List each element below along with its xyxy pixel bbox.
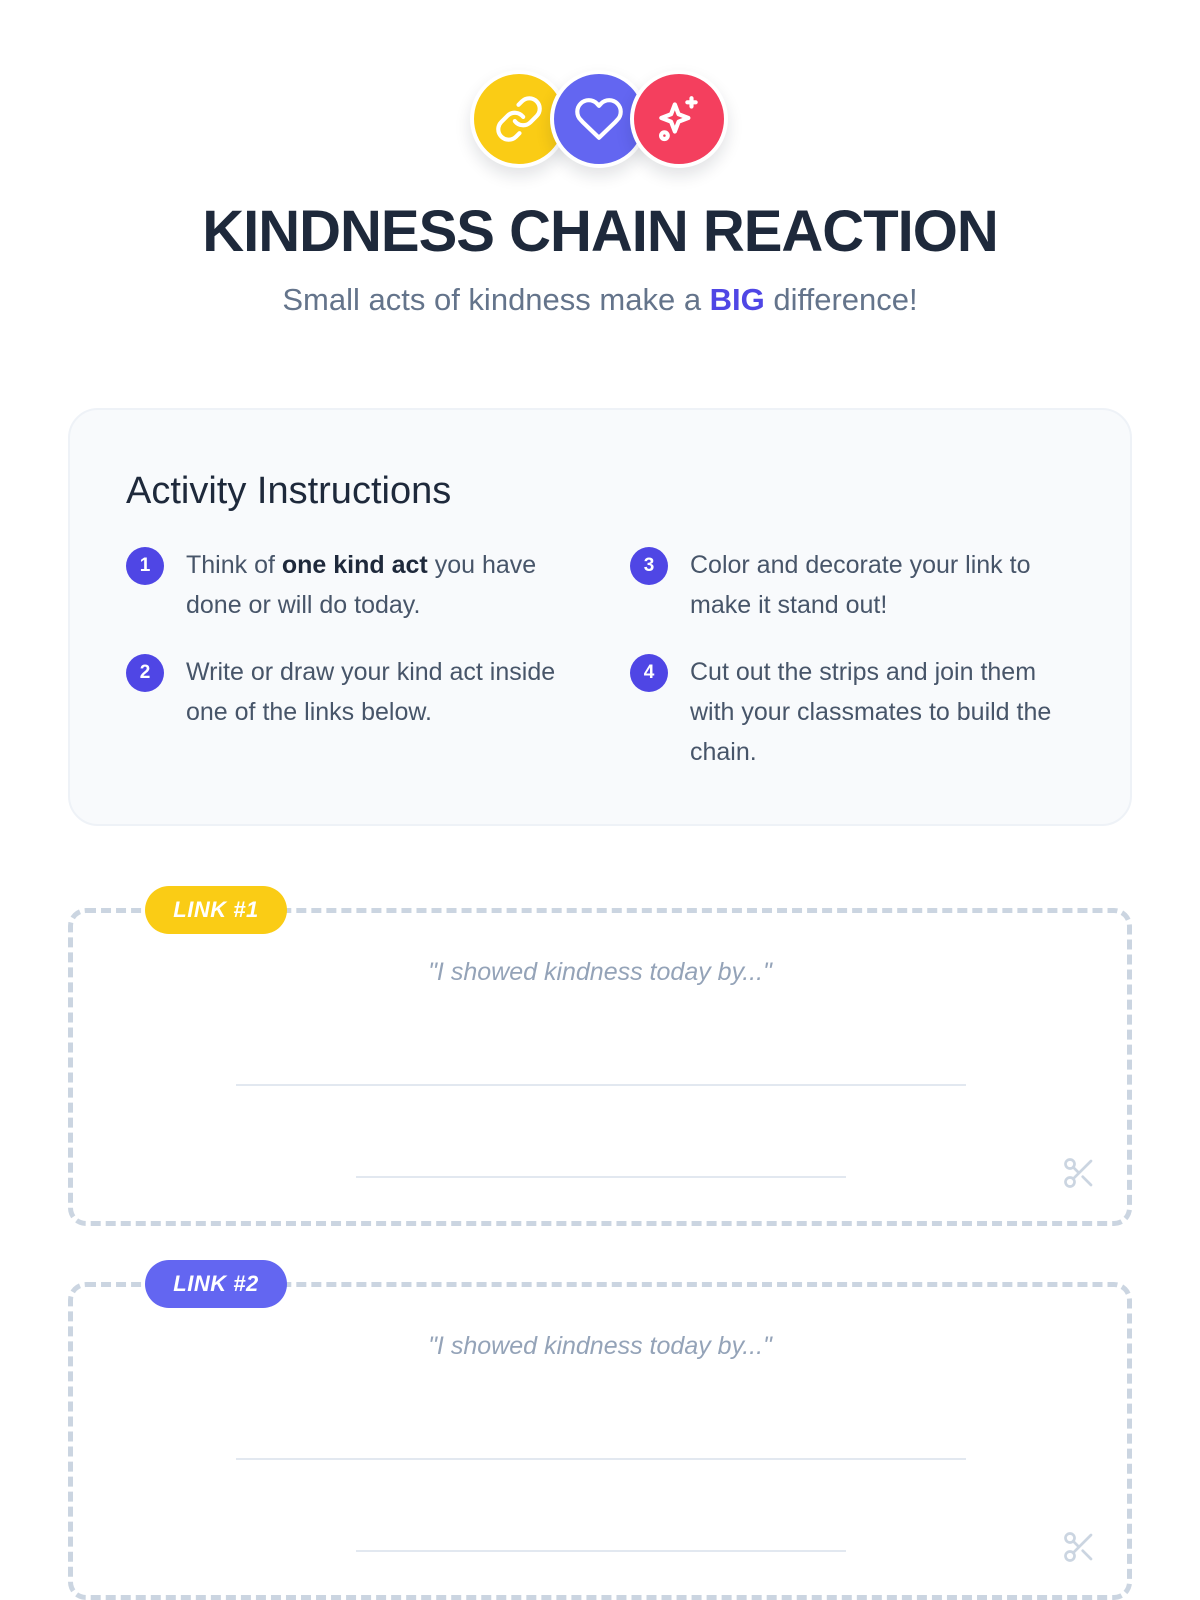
page-subtitle: Small acts of kindness make a BIG differ… [0,282,1200,318]
writing-line[interactable] [356,1550,846,1552]
sparkles-icon [659,96,698,142]
link-label: LINK #1 [145,886,287,934]
writing-line[interactable] [356,1176,846,1178]
scissors-icon [1064,1158,1093,1188]
step-text: Think of one kind act you have done or w… [186,545,576,625]
subtitle-text-end: difference! [764,282,918,317]
step-number: 4 [630,654,668,692]
link-strip-1[interactable]: LINK #1 "I showed kindness today by..." [68,886,1132,1226]
subtitle-text: Small acts of kindness make a [282,282,710,317]
link-prompt: "I showed kindness today by..." [428,958,772,986]
step-text-part: Think of [186,551,282,579]
sparkles-icon-badge [630,70,728,168]
step-text-bold: one kind act [281,551,428,579]
step-text: Write or draw your kind act inside one o… [186,658,556,726]
heart-icon [575,98,623,140]
writing-line[interactable] [236,1458,966,1460]
step-number: 3 [630,547,668,585]
step-text: Cut out the strips and join them with yo… [690,658,1052,766]
link-label: LINK #2 [145,1260,287,1308]
link-strip-2[interactable]: LINK #2 "I showed kindness today by..." [68,1260,1132,1600]
step-number: 1 [126,547,164,585]
step-number: 2 [126,654,164,692]
link-icon [496,96,542,142]
step-text-part: you have done or will do today. [186,551,537,619]
subtitle-accent: BIG [709,282,765,317]
instructions-card: Activity Instructions 1 Think of one kin… [68,408,1132,826]
scissors-icon [1064,1532,1093,1562]
writing-line[interactable] [236,1084,966,1086]
step-text: Color and decorate your link to make it … [690,551,1031,619]
header-icons [0,70,1200,170]
instructions-title: Activity Instructions [126,470,452,512]
page-title: KINDNESS CHAIN REACTION [202,199,999,264]
link-prompt: "I showed kindness today by..." [428,1332,772,1360]
